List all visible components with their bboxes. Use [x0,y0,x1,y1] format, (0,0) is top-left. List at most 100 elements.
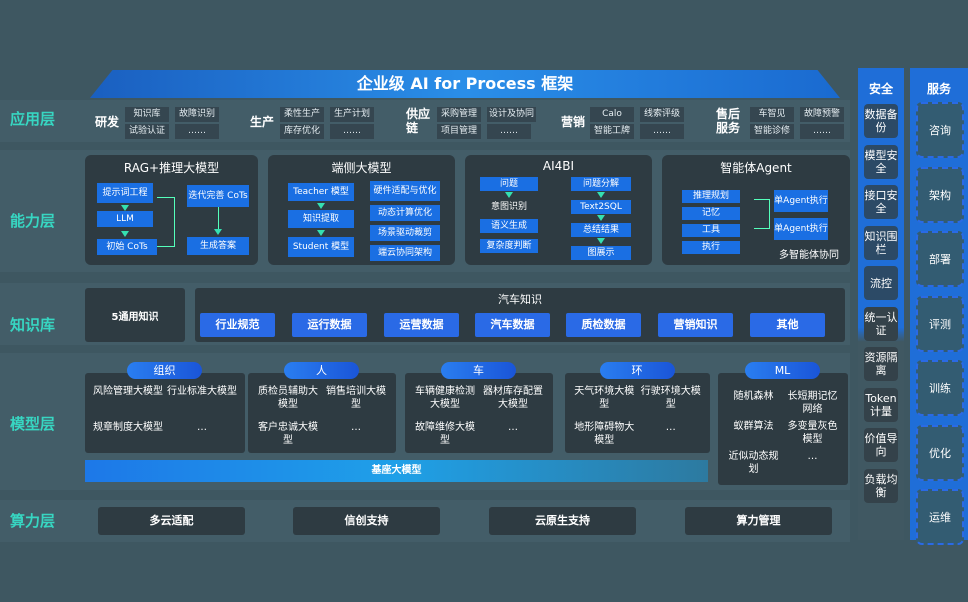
connector-line [157,197,175,247]
compute-multicloud: 多云适配 [98,507,245,535]
security-item: 知识围栏 [864,225,898,260]
agent-box: 单Agent执行 [774,190,828,212]
flow-box: 推理规划 [682,190,740,203]
knowledge-item: 汽车数据 [475,313,550,337]
app-item: …… [640,124,684,139]
flow-box: 生成答案 [187,237,249,255]
flow-box: 语义生成 [480,219,538,233]
app-item: 采购管理 [437,107,481,122]
flow-box: 场景驱动裁剪 [370,225,440,241]
capability-card-edge: 端侧大模型 Teacher 模型 知识提取 Student 模型 硬件适配与优化… [268,155,455,265]
app-item: 车智见 [750,107,794,122]
knowledge-item: 行业规范 [200,313,275,337]
security-item: 数据备份 [864,104,898,138]
layer-label-knowledge: 知识库 [10,316,56,334]
arrow-down-icon [214,229,222,235]
capability-card-agent: 智能体Agent 推理规划 记忆 工具 执行 单Agent执行 单Agent执行… [662,155,850,265]
layer-label-capability: 能力层 [10,212,56,230]
flow-box: 提示词工程 [97,183,153,203]
app-item: 库存优化 [280,124,324,139]
intent-text: 意图识别 [490,202,527,212]
flow-box: 动态计算优化 [370,205,440,221]
compute-cloud-native: 云原生支持 [489,507,636,535]
knowledge-item: 运行数据 [292,313,367,337]
model-group-pill: 环 [599,362,675,379]
arrow-down-icon [597,215,605,221]
model-item: 销售培训大模型 [326,386,386,410]
flow-box: 工具 [682,224,740,237]
app-item: 生产计划 [330,107,374,122]
base-model-bar: 基座大模型 [85,460,708,482]
flow-box: 迭代完善 CoTs [187,185,249,207]
app-group-label: 营销 [561,115,586,129]
security-title: 安全 [868,82,893,96]
auto-knowledge-title: 汽车知识 [498,293,542,306]
app-group-label: 供应链 [406,107,431,135]
model-item: … [665,422,676,433]
security-item: Token计量 [864,387,898,422]
flow-box: 复杂度判断 [480,239,538,253]
app-item: 柔性生产 [280,107,324,122]
model-item: 随机森林 [733,391,774,402]
card-title: 智能体Agent [720,161,792,175]
service-item: 咨询 [916,102,964,158]
security-item: 接口安全 [864,185,898,219]
app-item: 故障预警 [800,107,844,122]
flow-box: 知识提取 [288,210,354,228]
app-item: 故障识别 [175,107,219,122]
model-item: 长短期记忆网络 [787,391,838,415]
model-group-pill: 人 [284,362,359,379]
model-item: 蚁群算法 [733,421,774,432]
flow-box: 硬件适配与优化 [370,181,440,201]
compute-management: 算力管理 [685,507,832,535]
model-group-card [248,373,396,453]
model-group-card [565,373,710,453]
service-item: 评测 [916,295,964,352]
app-group-label: 研发 [95,115,120,129]
flow-box: 问题分解 [571,177,631,191]
arrow-down-icon [505,192,513,198]
flow-box: Text2SQL [571,200,631,214]
agent-box: 单Agent执行 [774,218,828,240]
general-knowledge-label: 5通用知识 [111,312,159,323]
arrow-down-icon [317,230,325,236]
security-item: 负载均衡 [864,468,898,503]
flow-box: LLM [97,211,153,227]
model-item: … [508,422,518,433]
model-item: 多变量灰色模型 [787,421,838,445]
app-item: 智能工牌 [590,124,634,139]
knowledge-item: 运营数据 [384,313,459,337]
knowledge-item: 质检数据 [566,313,641,337]
app-item: 项目管理 [437,124,481,139]
capability-card-rag: RAG+推理大模型 提示词工程 LLM 初始 CoTs 迭代完善 CoTs 生成… [85,155,258,265]
card-title: 端侧大模型 [331,161,392,175]
layer-label-app: 应用层 [10,110,56,128]
app-group-label: 生产 [250,115,275,129]
app-item: 智能诊修 [750,124,794,139]
app-item: …… [175,124,219,139]
model-group-pill: 组织 [127,362,202,379]
model-item: 故障维修大模型 [415,422,475,446]
model-item: 客户忠诚大模型 [258,422,318,446]
model-item: … [197,422,207,433]
app-item: …… [800,124,844,139]
security-item: 资源隔离 [864,347,898,381]
security-item: 价值导向 [864,428,898,462]
capability-card-ai4bi: AI4BI 问题 意图识别 语义生成 复杂度判断 问题分解 Text2SQL 总… [465,155,652,265]
flow-box: Teacher 模型 [288,183,354,201]
arrow-down-icon [317,203,325,209]
app-item: 知识库 [125,107,169,122]
security-item: 流控 [864,266,898,300]
model-group-pill: 车 [441,362,516,379]
connector-line [754,199,770,229]
app-group-label: 售后服务 [716,107,741,135]
service-item: 架构 [916,166,964,223]
connector-line [218,207,219,233]
model-item: 天气环境大模型 [574,386,635,410]
arrow-down-icon [121,231,129,237]
flow-box: 端云协同架构 [370,245,440,261]
multi-agent-label: 多智能体协同 [779,250,839,261]
card-title: AI4BI [542,159,575,173]
model-group-card [85,373,245,453]
app-item: …… [330,124,374,139]
